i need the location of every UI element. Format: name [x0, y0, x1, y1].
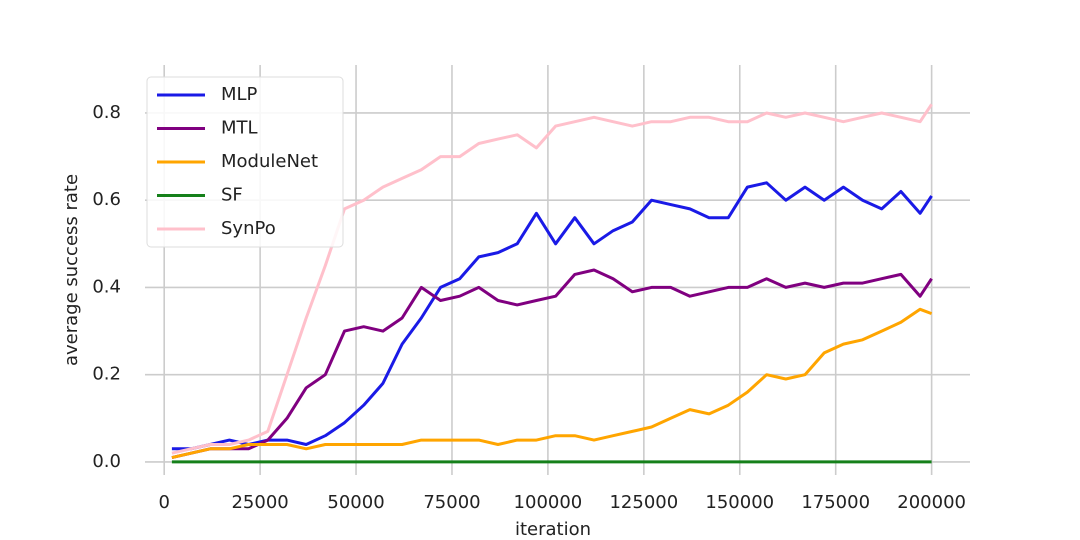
x-tick-label: 100000	[514, 492, 583, 513]
legend-label: MLP	[221, 84, 258, 105]
x-tick-label: 50000	[327, 492, 384, 513]
y-tick-label: 0.4	[92, 276, 121, 297]
y-tick-label: 0.8	[92, 102, 121, 123]
series-line	[171, 103, 933, 455]
x-tick-label: 125000	[609, 492, 678, 513]
x-axis-label: iteration	[515, 519, 591, 540]
y-tick-label: 0.6	[92, 189, 121, 210]
x-tick-label: 150000	[705, 492, 774, 513]
legend-label: SF	[221, 185, 243, 206]
legend-label: MTL	[221, 118, 258, 139]
series-line	[171, 268, 933, 460]
x-tick-label: 200000	[897, 492, 966, 513]
legend-box	[146, 76, 344, 248]
legend-label: ModuleNet	[221, 151, 318, 172]
legend-label: SynPo	[221, 218, 276, 239]
series-line	[171, 307, 933, 460]
legend: MLP MTL ModuleNet SF SynPo	[146, 76, 344, 248]
x-tick-label: 175000	[801, 492, 870, 513]
y-tick-label: 0.2	[92, 364, 121, 385]
x-tick-label: 0	[158, 492, 169, 513]
y-tick-label: 0.0	[92, 451, 121, 472]
x-tick-label: 25000	[231, 492, 288, 513]
series-line	[171, 181, 933, 451]
x-tick-label: 75000	[423, 492, 480, 513]
y-axis-label: average success rate	[61, 174, 82, 366]
